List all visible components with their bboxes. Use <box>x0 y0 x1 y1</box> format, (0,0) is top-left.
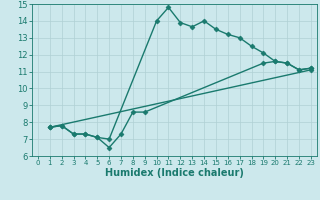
X-axis label: Humidex (Indice chaleur): Humidex (Indice chaleur) <box>105 168 244 178</box>
